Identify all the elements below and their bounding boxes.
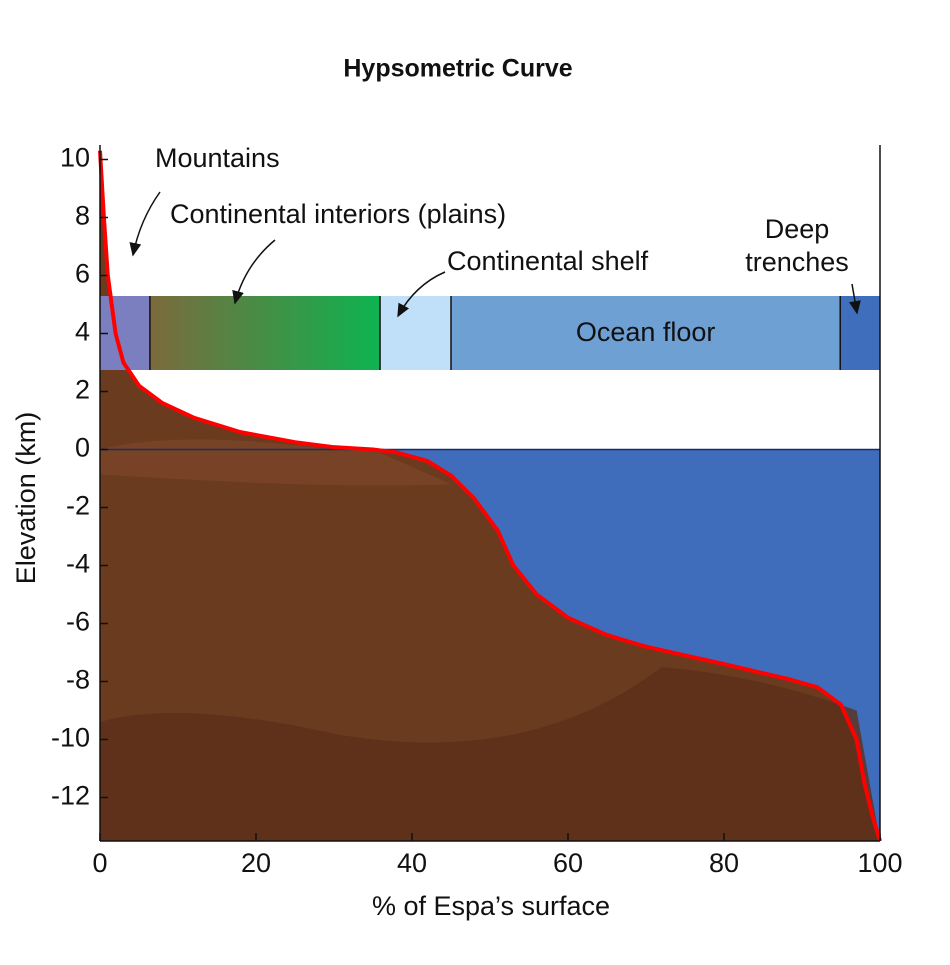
y-tick-label: -4	[66, 549, 90, 579]
zone-label: Continental shelf	[447, 246, 649, 276]
zone-band	[100, 296, 150, 370]
annotation-arrows	[129, 191, 861, 318]
x-tick-label: 0	[92, 848, 107, 878]
y-tick-label: -12	[51, 781, 90, 811]
y-tick-label: -2	[66, 491, 90, 521]
x-tick-label: 80	[709, 848, 739, 878]
zone-label: Deep	[765, 214, 830, 244]
x-tick-label: 40	[397, 848, 427, 878]
zone-band	[451, 296, 841, 370]
y-axis-label: Elevation (km)	[11, 412, 41, 585]
y-tick-label: -6	[66, 607, 90, 637]
y-tick-label: 4	[75, 317, 90, 347]
x-tick-label: 20	[241, 848, 271, 878]
chart-title: Hypsometric Curve	[343, 55, 572, 83]
zone-label: Mountains	[155, 143, 280, 173]
land-fill	[100, 150, 880, 842]
x-tick-label: 100	[857, 848, 902, 878]
land-deep	[100, 667, 880, 841]
hypsometric-curve	[98, 150, 882, 842]
y-tick-label: 0	[75, 433, 90, 463]
land-shade	[100, 439, 451, 486]
y-tick-label: 6	[75, 259, 90, 289]
zone-band	[840, 296, 880, 370]
y-tick-label: 2	[75, 375, 90, 405]
x-tick-label: 60	[553, 848, 583, 878]
y-tick-label: 8	[75, 201, 90, 231]
zone-label: Continental interiors (plains)	[170, 199, 506, 229]
y-tick-label: 10	[60, 143, 90, 173]
x-axis-label: % of Espa’s surface	[372, 891, 610, 921]
y-tick-label: -10	[51, 723, 90, 753]
zone-band	[149, 296, 381, 370]
y-tick-label: -8	[66, 665, 90, 695]
zone-label: Ocean floor	[576, 317, 716, 347]
zone-band	[380, 296, 451, 370]
zone-label: trenches	[745, 247, 849, 277]
